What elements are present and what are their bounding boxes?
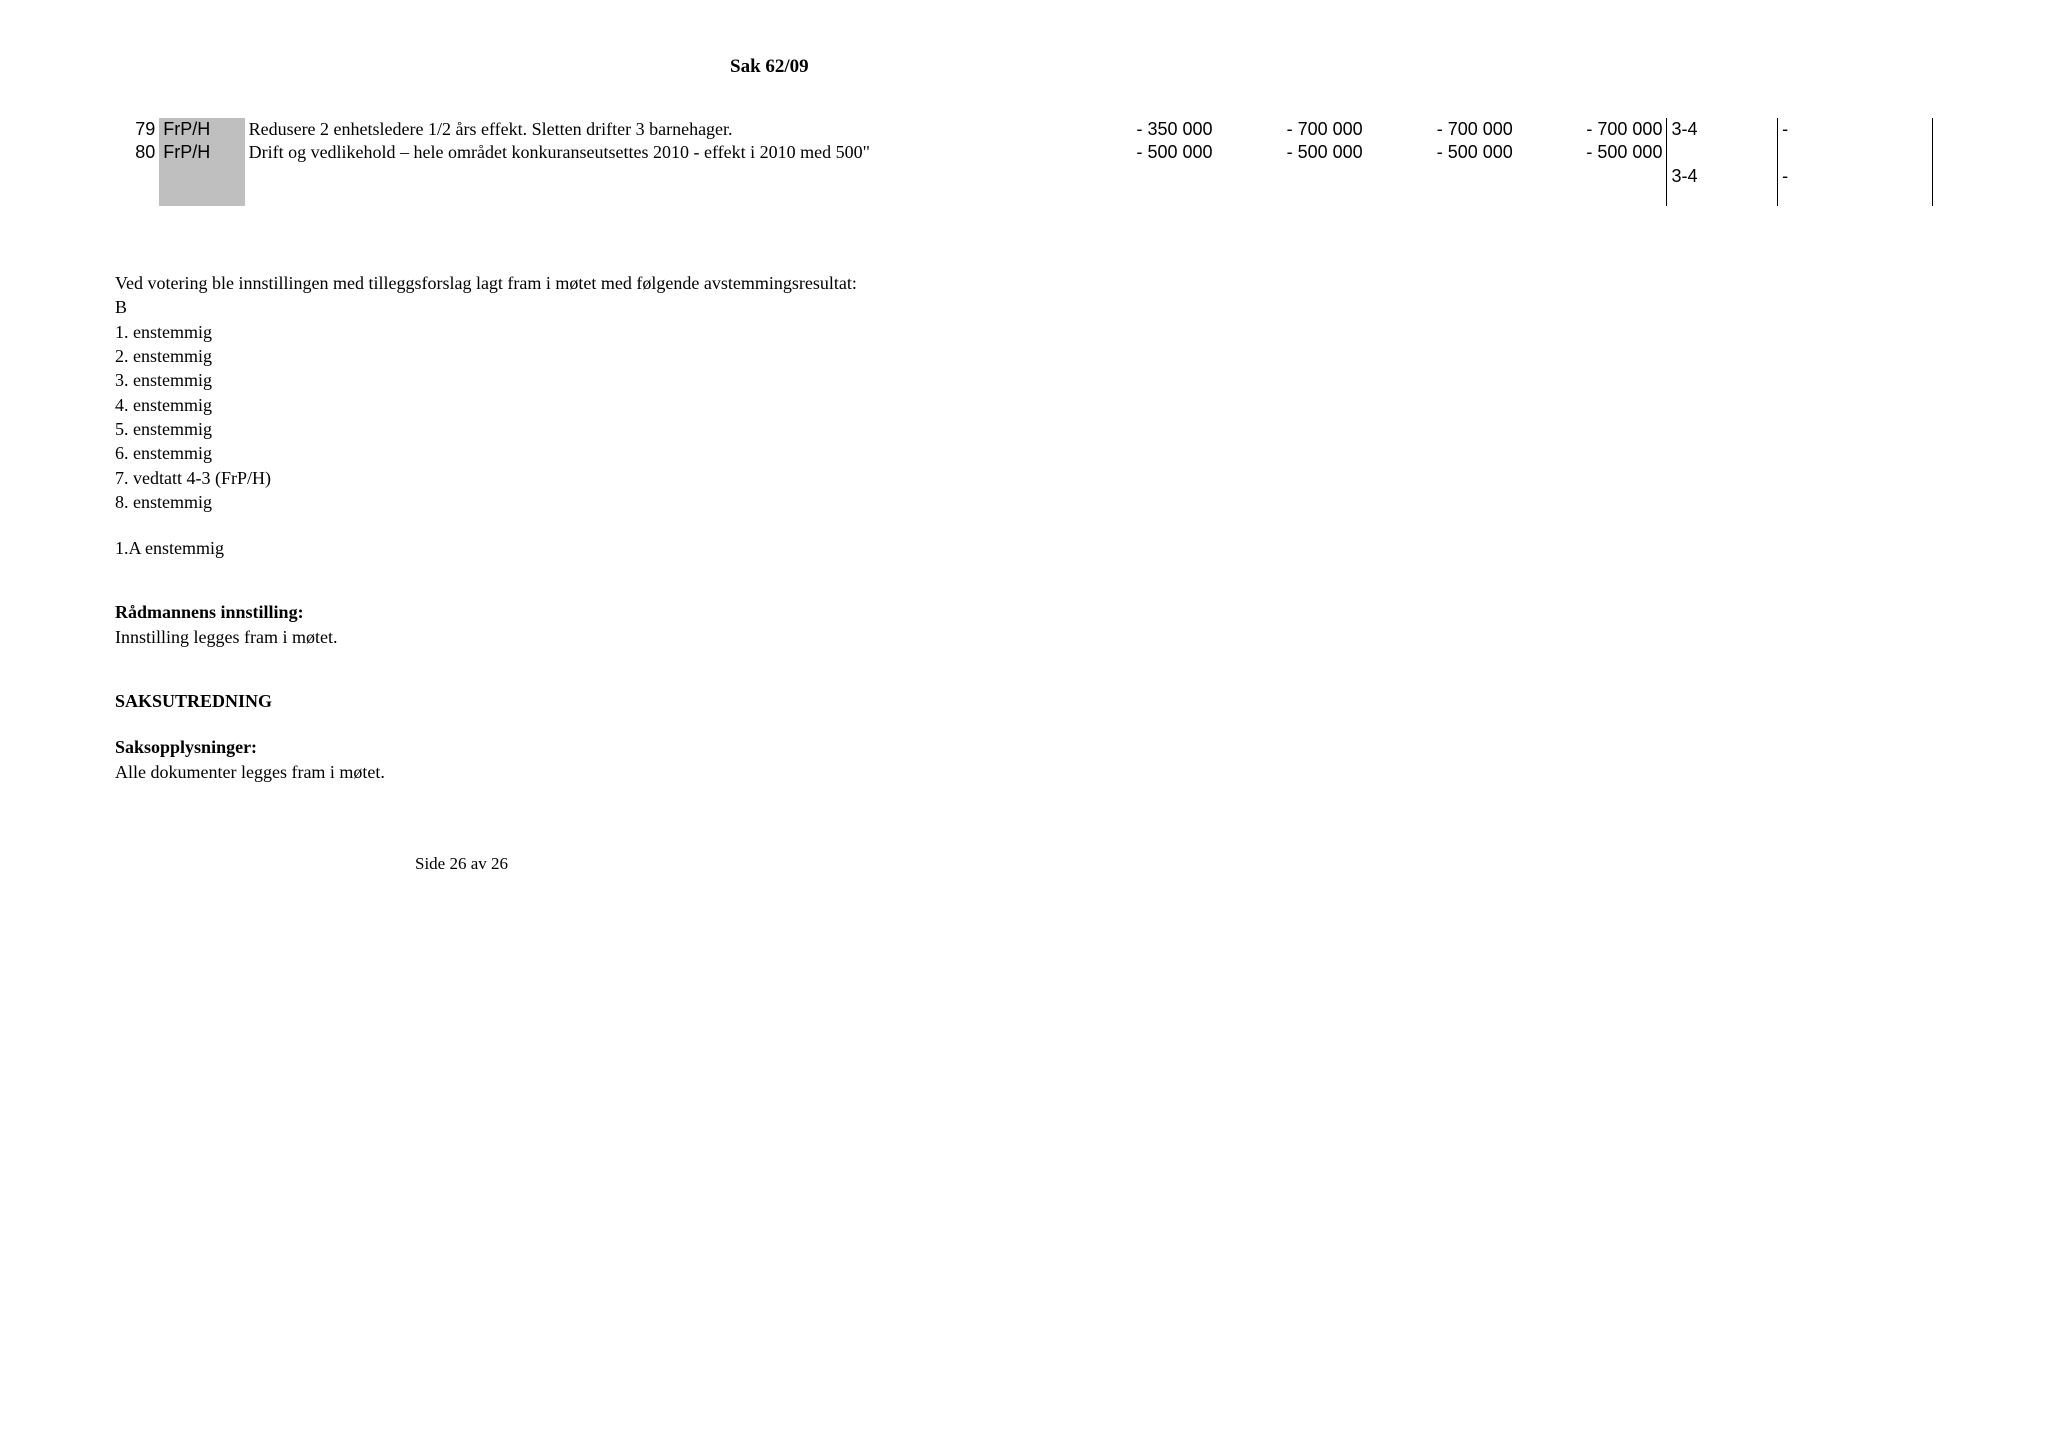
row-v1: - 350 000 xyxy=(1066,118,1216,141)
saksopplysninger-heading: Saksopplysninger: xyxy=(115,735,1933,759)
row-e1-blank xyxy=(1667,141,1778,164)
row-e2: - xyxy=(1778,165,1806,188)
row-v2: - 500 000 xyxy=(1217,141,1367,164)
row-blank xyxy=(1217,165,1367,188)
row-blank xyxy=(1367,165,1517,188)
vote-line: 3. enstemmig xyxy=(115,368,1933,392)
intro-line: Ved votering ble innstillingen med tille… xyxy=(115,271,1933,295)
row-e1: 3-4 xyxy=(1667,118,1778,141)
data-table: 79 FrP/H Redusere 2 enhetsledere 1/2 års… xyxy=(115,118,1933,206)
row-v3: - 700 000 xyxy=(1367,118,1517,141)
row-blank xyxy=(1066,165,1216,188)
vote-line: 7. vedtatt 4-3 (FrP/H) xyxy=(115,466,1933,490)
table-row: 79 FrP/H Redusere 2 enhetsledere 1/2 års… xyxy=(115,118,1933,141)
table-row: 80 FrP/H Drift og vedlikehold – hele omr… xyxy=(115,141,1933,164)
section-b: B xyxy=(115,295,1933,319)
radmannen-heading: Rådmannens innstilling: xyxy=(115,600,1933,624)
row-num-blank xyxy=(115,165,159,188)
radmannen-text: Innstilling legges fram i møtet. xyxy=(115,625,1933,649)
body-text: Ved votering ble innstillingen med tille… xyxy=(115,271,1933,784)
saksopplysninger-text: Alle dokumenter legges fram i møtet. xyxy=(115,760,1933,784)
row-num: 80 xyxy=(115,141,159,164)
page-title: Sak 62/09 xyxy=(730,56,1933,78)
row-num: 79 xyxy=(115,118,159,141)
page: Sak 62/09 79 FrP/H Redusere 2 enhetslede… xyxy=(0,0,2048,914)
row-tail xyxy=(1806,118,1932,141)
vote-line: 5. enstemmig xyxy=(115,417,1933,441)
vote-line: 4. enstemmig xyxy=(115,393,1933,417)
row-party-blank xyxy=(159,165,244,188)
row-desc: Redusere 2 enhetsledere 1/2 års effekt. … xyxy=(245,118,1067,141)
row-tail xyxy=(1806,141,1932,164)
row-desc: Drift og vedlikehold – hele området konk… xyxy=(245,141,1067,188)
data-table-wrap: 79 FrP/H Redusere 2 enhetsledere 1/2 års… xyxy=(115,118,1933,206)
row-v4: - 700 000 xyxy=(1517,118,1667,141)
vote-line: 8. enstemmig xyxy=(115,490,1933,514)
row-e2: - xyxy=(1778,118,1806,141)
row-party: FrP/H xyxy=(159,141,244,164)
vote-line: 1. enstemmig xyxy=(115,320,1933,344)
one-a-line: 1.A enstemmig xyxy=(115,536,1933,560)
vote-line: 6. enstemmig xyxy=(115,441,1933,465)
row-blank xyxy=(1517,165,1667,188)
row-v1: - 500 000 xyxy=(1066,141,1216,164)
row-v2: - 700 000 xyxy=(1217,118,1367,141)
saksutredning-heading: SAKSUTREDNING xyxy=(115,689,1933,713)
row-v3: - 500 000 xyxy=(1367,141,1517,164)
vote-line: 2. enstemmig xyxy=(115,344,1933,368)
row-party: FrP/H xyxy=(159,118,244,141)
row-e2-blank xyxy=(1778,141,1806,164)
row-tail xyxy=(1806,165,1932,188)
row-e1: 3-4 xyxy=(1667,165,1778,188)
row-v4: - 500 000 xyxy=(1517,141,1667,164)
page-footer: Side 26 av 26 xyxy=(415,854,1933,874)
table-row-spacer xyxy=(115,188,1933,206)
